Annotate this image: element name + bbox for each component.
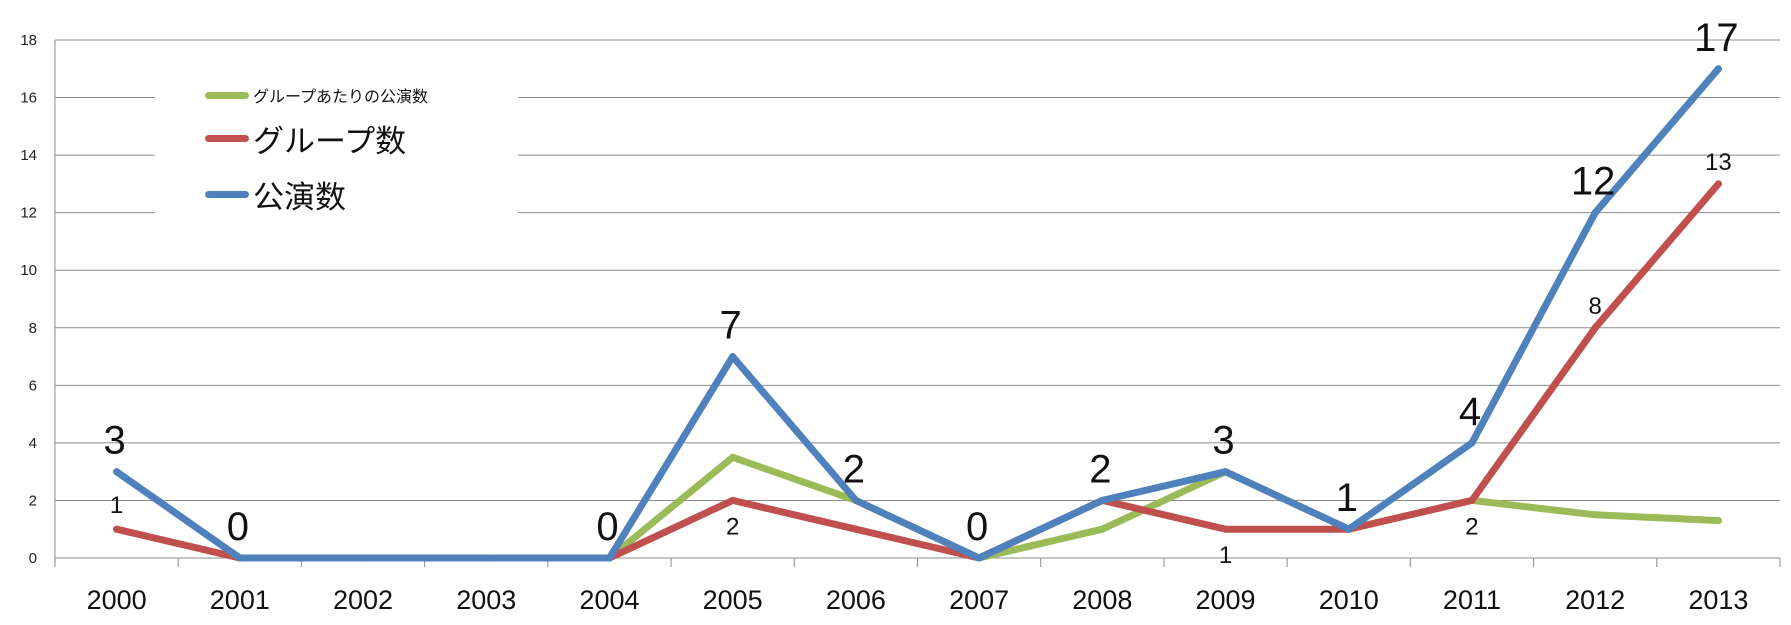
x-tick-label: 2007 — [949, 585, 1009, 615]
x-tick-label: 2010 — [1319, 585, 1379, 615]
data-point — [236, 554, 244, 562]
data-point — [975, 554, 983, 562]
data-label: 17 — [1694, 16, 1739, 60]
data-point — [729, 496, 737, 504]
data-label: 0 — [596, 505, 618, 549]
data-point — [1098, 525, 1106, 533]
legend-swatch-green — [205, 91, 249, 99]
data-label: 3 — [103, 419, 125, 463]
series-line-1 — [606, 180, 1722, 562]
data-point — [113, 525, 121, 533]
data-label: 0 — [966, 505, 988, 549]
legend-item-group-count: グループ数 — [205, 110, 525, 166]
data-point — [729, 453, 737, 461]
y-tick-label: 10 — [20, 262, 37, 279]
data-point — [359, 554, 367, 562]
data-point — [1591, 324, 1599, 332]
data-label: 8 — [1588, 293, 1601, 320]
y-tick-label: 6 — [29, 377, 37, 394]
x-tick-label: 2000 — [87, 585, 147, 615]
legend-swatch-red — [205, 134, 249, 142]
data-label: 1 — [1336, 476, 1358, 520]
data-point — [729, 353, 737, 361]
data-point — [852, 525, 860, 533]
x-tick-label: 2004 — [579, 585, 639, 615]
legend-label: グループあたりの公演数 — [253, 87, 429, 106]
x-tick-label: 2008 — [1072, 585, 1132, 615]
chart-legend: グループあたりの公演数 グループ数 公演数 — [205, 80, 525, 222]
legend-label: 公演数 — [253, 179, 346, 216]
data-label: 4 — [1459, 390, 1481, 434]
y-tick-label: 2 — [29, 492, 37, 509]
data-point — [605, 554, 613, 562]
data-label: 2 — [726, 513, 739, 540]
y-tick-label: 8 — [29, 320, 37, 337]
data-point — [113, 468, 121, 476]
data-point — [1714, 517, 1722, 525]
data-point — [1714, 180, 1722, 188]
data-point — [1468, 496, 1476, 504]
x-tick-label: 2006 — [826, 585, 886, 615]
data-point — [1714, 65, 1722, 73]
data-label: 7 — [720, 304, 742, 348]
data-label: 1 — [1219, 542, 1232, 569]
data-label: 1 — [110, 492, 123, 519]
data-point — [1345, 525, 1353, 533]
x-tick-label: 2012 — [1565, 585, 1625, 615]
data-label: 3 — [1212, 419, 1234, 463]
y-tick-label: 16 — [20, 90, 37, 107]
data-point — [1468, 439, 1476, 447]
data-point — [482, 554, 490, 562]
series-line-2 — [113, 65, 1722, 562]
data-label: 0 — [227, 505, 249, 549]
data-label: 2 — [1089, 447, 1111, 491]
data-label: 13 — [1705, 149, 1732, 176]
legend-label: グループ数 — [253, 123, 407, 160]
data-point — [1222, 468, 1230, 476]
y-tick-label: 14 — [20, 147, 37, 164]
data-label: 2 — [1465, 513, 1478, 540]
data-label: 2 — [843, 447, 865, 491]
y-tick-label: 12 — [20, 205, 37, 222]
data-point — [1098, 496, 1106, 504]
series-line-1 — [113, 525, 244, 562]
x-tick-label: 2009 — [1195, 585, 1255, 615]
x-tick-label: 2005 — [703, 585, 763, 615]
x-tick-label: 2001 — [210, 585, 270, 615]
data-label: 12 — [1571, 160, 1616, 204]
y-tick-label: 0 — [29, 550, 37, 567]
legend-item-performance-count: 公演数 — [205, 166, 525, 222]
legend-swatch-blue — [205, 190, 249, 198]
data-point — [852, 496, 860, 504]
x-tick-label: 2011 — [1443, 585, 1501, 615]
x-tick-label: 2013 — [1688, 585, 1748, 615]
x-tick-label: 2002 — [333, 585, 393, 615]
data-point — [1591, 511, 1599, 519]
series-line-0 — [606, 453, 1722, 562]
y-tick-label: 4 — [29, 435, 37, 452]
x-tick-label: 2003 — [456, 585, 516, 615]
legend-item-performances-per-group: グループあたりの公演数 — [205, 80, 525, 110]
data-point — [1591, 209, 1599, 217]
data-point — [1222, 525, 1230, 533]
y-tick-label: 18 — [20, 32, 37, 49]
